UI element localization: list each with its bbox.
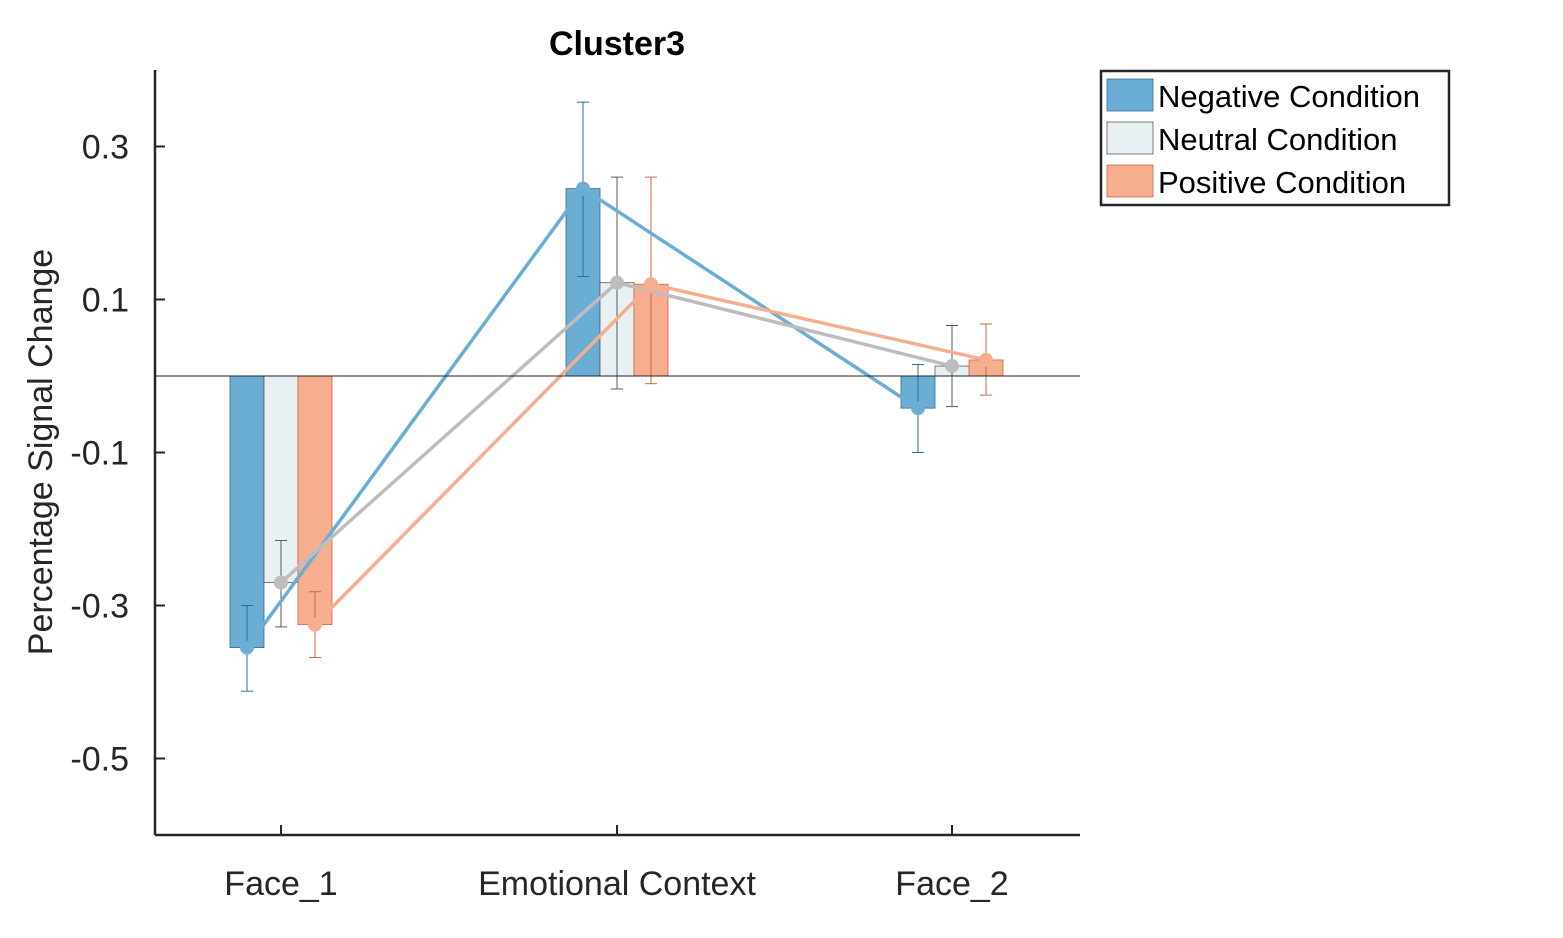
legend-label-2: Neutral Condition (1158, 122, 1398, 157)
axes-layer: -0.5 -0.3 -0.1 0.1 0.3 Face_1 Emotional Contex… (70, 70, 1080, 903)
legend-label-3: Positive Condition (1158, 165, 1406, 200)
point-3-3 (979, 352, 993, 367)
x-tick-label-1: Face_1 (224, 865, 337, 903)
bars-layer (229, 101, 1004, 692)
point-1-3 (911, 401, 925, 416)
legend-swatch-2 (1106, 121, 1154, 155)
point-3-1 (308, 617, 322, 632)
legend-swatch-3 (1106, 164, 1154, 198)
point-1-2 (576, 181, 590, 196)
chart-title: Cluster3 (549, 25, 685, 63)
legend-swatch-1 (1106, 78, 1154, 112)
y-tick-label-5: 0.3 (82, 129, 129, 167)
legend-label-1: Negative Condition (1158, 79, 1420, 114)
y-axis-label: Percentage Signal Change (22, 249, 60, 655)
point-3-2 (644, 277, 658, 292)
x-tick-label-2: Emotional Context (478, 865, 756, 903)
point-1-1 (240, 640, 254, 655)
x-tick-label-3: Face_2 (895, 865, 1008, 903)
y-tick-label-2: -0.3 (70, 588, 129, 626)
y-tick-label-1: -0.5 (70, 741, 129, 779)
point-2-3 (945, 359, 959, 374)
legend-box (1099, 69, 1451, 207)
bar-3-1 (297, 375, 333, 626)
y-tick-label-3: -0.1 (70, 435, 129, 473)
lines-layer (240, 181, 993, 655)
point-2-1 (274, 575, 288, 590)
y-tick-label-4: 0.1 (82, 282, 129, 320)
point-2-2 (610, 275, 624, 290)
legend: Negative Condition Neutral Condition Posit… (1099, 69, 1451, 207)
bar-1-1 (229, 375, 265, 648)
